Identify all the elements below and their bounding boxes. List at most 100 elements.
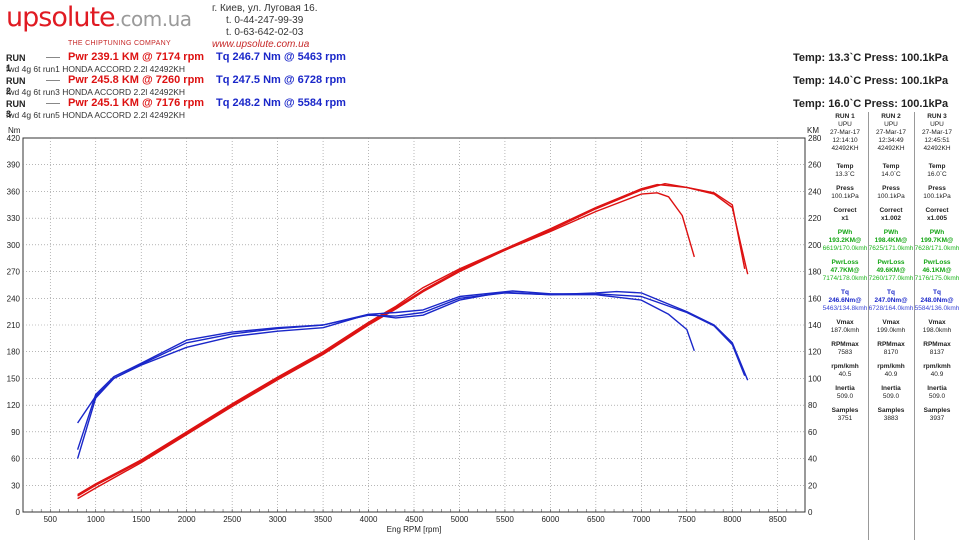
run-torque-peak: Tq 246.7 Nm @ 5463 rpm — [216, 51, 346, 63]
summary-rk: 40.5 — [838, 371, 852, 378]
summary-rpm-h: RPMmax — [923, 341, 951, 348]
run-line-swatch — [46, 103, 60, 104]
y-right-tick-label: 40 — [808, 455, 817, 464]
summary-sw: UPU — [884, 121, 898, 128]
run-line-swatch — [46, 57, 60, 58]
summary-tq-h: Tq — [933, 289, 941, 296]
summary-rpm-h: RPMmax — [877, 341, 905, 348]
summary-id: 42492KH — [831, 145, 859, 152]
run-power-peak: Pwr 239.1 KM @ 7174 rpm — [68, 51, 205, 63]
y-right-tick-label: 220 — [808, 214, 822, 223]
summary-press: 100.1kPa — [831, 193, 859, 200]
summary-pwl-s: 7260/177.0kmh — [868, 275, 914, 282]
summary-pwh-h: PWh — [883, 229, 899, 236]
summary-corr: x1 — [841, 215, 849, 222]
summary-column-divider — [868, 112, 869, 540]
summary-tq-s: 5463/134.8kmh — [822, 305, 868, 312]
summary-time: 12:45:51 — [924, 137, 950, 144]
torque-curve-run1 — [77, 291, 695, 424]
summary-sm-h: Samples — [877, 407, 905, 414]
summary-rpm-h: RPMmax — [831, 341, 859, 348]
summary-id: 42492KH — [923, 145, 951, 152]
run-conditions: Temp: 16.0`C Press: 100.1kPa — [793, 98, 949, 110]
y-right-axis-label: KM — [807, 126, 819, 135]
torque-curve-run3 — [76, 290, 746, 450]
summary-tq-s: 6728/164.0kmh — [868, 305, 914, 312]
summary-pwl-h: PwrLoss — [831, 259, 859, 266]
summary-vmax: 198.0kmh — [922, 327, 952, 334]
summary-in-h: Inertia — [881, 385, 901, 392]
summary-pwh: 198.4KM@ — [874, 237, 908, 244]
summary-column-divider — [914, 112, 915, 540]
summary-temp-h: Temp — [836, 163, 854, 170]
y-right-tick-label: 240 — [808, 187, 822, 196]
x-tick-label: 2000 — [178, 515, 196, 524]
summary-pwl-s: 7174/178.0kmh — [822, 275, 868, 282]
y-left-tick-label: 120 — [7, 401, 21, 410]
summary-rk-h: rpm/kmh — [923, 363, 951, 370]
brand-name: upsolute — [6, 2, 116, 33]
y-left-tick-label: 60 — [11, 455, 20, 464]
x-tick-label: 1500 — [132, 515, 150, 524]
x-tick-label: 7500 — [678, 515, 696, 524]
summary-rk-h: rpm/kmh — [877, 363, 905, 370]
run-description: fwd 4g 6t run1 HONDA ACCORD 2.2l 42492KH — [6, 64, 186, 74]
x-tick-label: 3500 — [314, 515, 332, 524]
y-right-tick-label: 180 — [808, 268, 822, 277]
summary-in-h: Inertia — [835, 385, 855, 392]
summary-date: 27-Mar-17 — [830, 129, 860, 136]
summary-pwl-h: PwrLoss — [923, 259, 951, 266]
summary-pwh: 193.2KM@ — [828, 237, 862, 244]
run-label: RUN 3 — [6, 99, 26, 119]
y-left-tick-label: 0 — [16, 508, 21, 517]
summary-in: 509.0 — [836, 393, 854, 400]
summary-pwl-h: PwrLoss — [877, 259, 905, 266]
summary-run: RUN 3 — [927, 113, 947, 120]
run-torque-peak: Tq 248.2 Nm @ 5584 rpm — [216, 97, 346, 109]
y-left-tick-label: 390 — [7, 161, 21, 170]
summary-tq-s: 5584/136.0kmh — [914, 305, 960, 312]
y-right-tick-label: 80 — [808, 401, 817, 410]
summary-in: 509.0 — [882, 393, 900, 400]
summary-pwh-h: PWh — [929, 229, 945, 236]
summary-press: 100.1kPa — [877, 193, 905, 200]
run-line-swatch — [46, 80, 60, 81]
summary-corr: x1.005 — [927, 215, 947, 222]
run-description: fwd 4g 6t run3 HONDA ACCORD 2.2l 42492KH — [6, 87, 186, 97]
summary-corr: x1.002 — [881, 215, 901, 222]
summary-pwh-s: 6619/170.0kmh — [822, 245, 868, 252]
summary-vmax: 199.0kmh — [876, 327, 906, 334]
y-right-tick-label: 0 — [808, 508, 813, 517]
summary-tq: 248.0Nm@ — [920, 297, 954, 304]
y-right-tick-label: 20 — [808, 481, 817, 490]
x-tick-label: 500 — [44, 515, 58, 524]
run-conditions: Temp: 13.3`C Press: 100.1kPa — [793, 52, 949, 64]
summary-tq: 247.0Nm@ — [874, 297, 908, 304]
contact-url[interactable]: www.upsolute.com.ua — [212, 39, 310, 50]
run-power-peak: Pwr 245.1 KM @ 7176 rpm — [68, 97, 205, 109]
summary-temp: 16.0`C — [927, 171, 947, 178]
run-label: RUN 1 — [6, 53, 26, 73]
summary-temp-h: Temp — [882, 163, 900, 170]
x-tick-label: 6500 — [587, 515, 605, 524]
torque-curve-run2 — [76, 290, 749, 459]
run-torque-peak: Tq 247.5 Nm @ 6728 rpm — [216, 74, 346, 86]
x-tick-label: 4000 — [360, 515, 378, 524]
y-left-tick-label: 90 — [11, 428, 20, 437]
summary-corr-h: Correct — [879, 207, 903, 214]
x-tick-label: 3000 — [269, 515, 287, 524]
power-curve-run1 — [77, 192, 695, 500]
x-tick-label: 6000 — [541, 515, 559, 524]
summary-pwl: 47.7KM@ — [830, 267, 860, 274]
summary-run: RUN 2 — [881, 113, 901, 120]
summary-in: 509.0 — [928, 393, 946, 400]
contact-block: г. Киев, ул. Луговая 16. t. 0-44-247-99-… — [212, 3, 318, 51]
summary-sw: UPU — [930, 121, 944, 128]
contact-phone-2: t. 0-63-642-02-03 — [226, 27, 304, 38]
brand-tagline: THE CHIPTUNING COMPANY — [68, 40, 171, 47]
y-left-tick-label: 330 — [7, 214, 21, 223]
summary-pwl-s: 7176/175.0kmh — [914, 275, 960, 282]
summary-vmax-h: Vmax — [882, 319, 900, 326]
x-tick-label: 4500 — [405, 515, 423, 524]
y-left-tick-label: 210 — [7, 321, 21, 330]
